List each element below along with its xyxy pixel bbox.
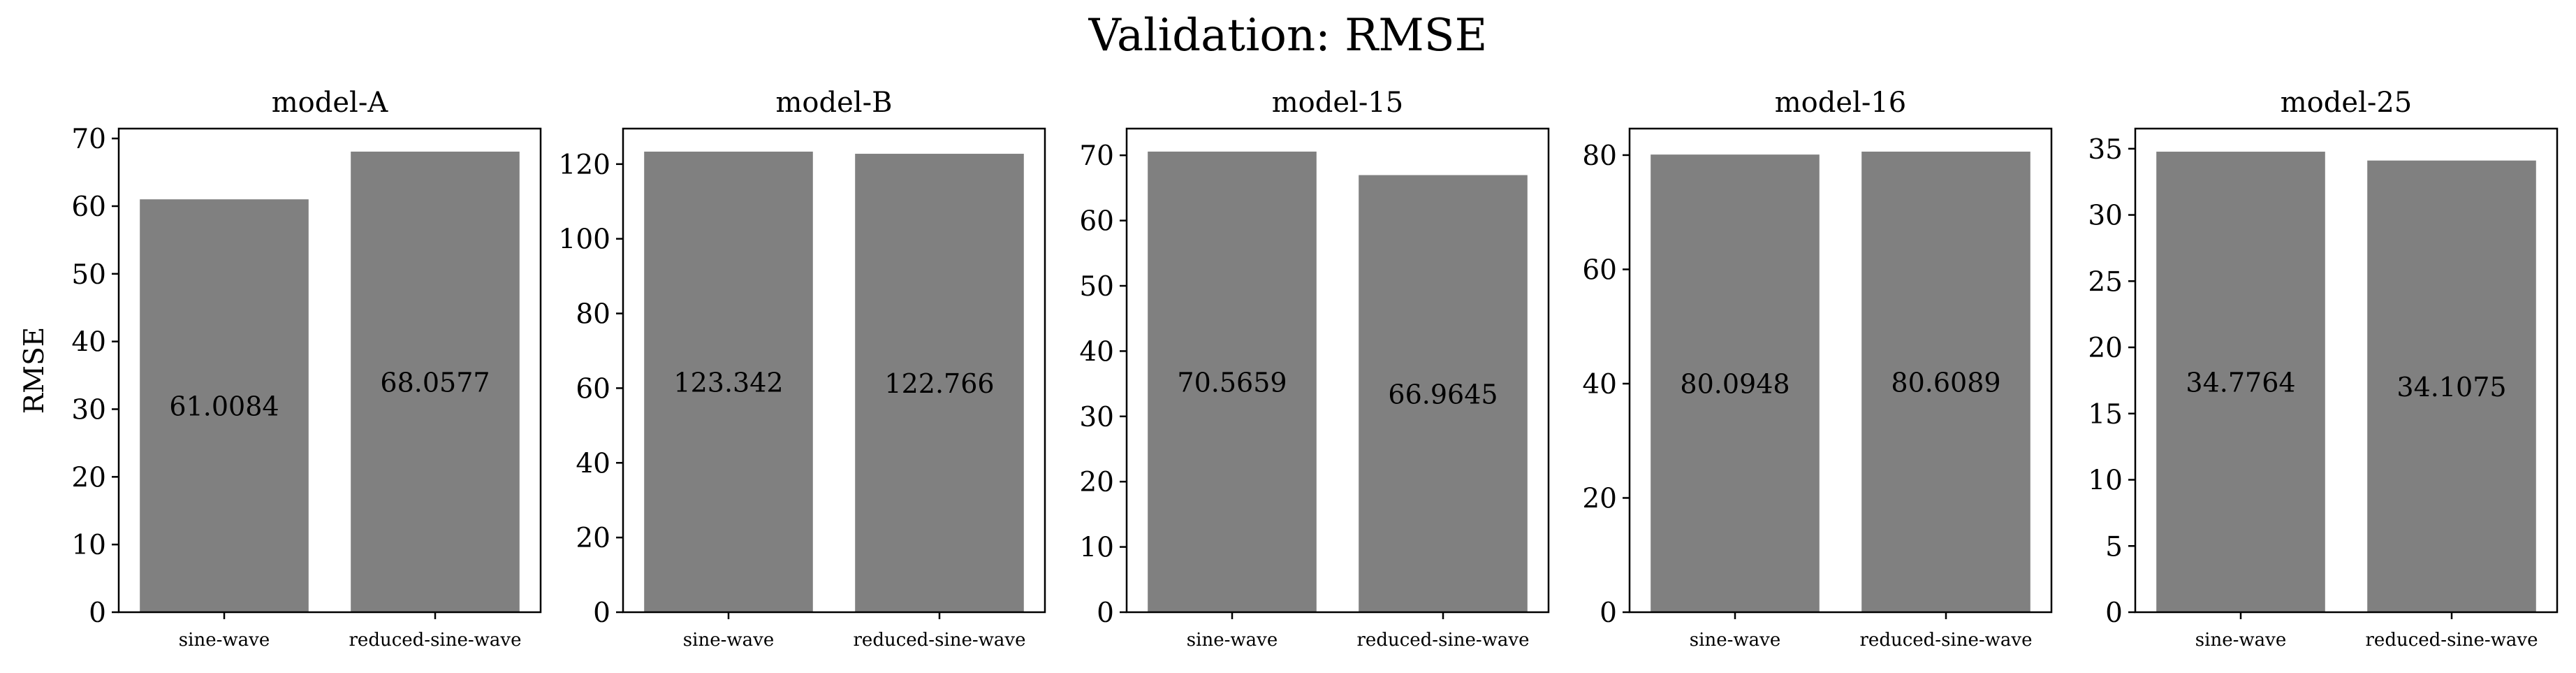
y-tick-label: 20 bbox=[1079, 467, 1114, 498]
y-tick-label: 30 bbox=[2088, 201, 2123, 232]
subplot-title: model-A bbox=[272, 87, 389, 119]
y-tick-label: 80 bbox=[1582, 140, 1617, 172]
x-tick-label: sine-wave bbox=[2195, 630, 2286, 651]
y-tick-label: 15 bbox=[2088, 399, 2123, 430]
data-label: 34.1075 bbox=[2396, 372, 2506, 403]
figure-title: Validation: RMSE bbox=[1088, 10, 1488, 61]
x-tick-label: reduced-sine-wave bbox=[349, 630, 522, 651]
x-tick-label: sine-wave bbox=[683, 630, 774, 651]
x-tick-label: sine-wave bbox=[1187, 630, 1278, 651]
bar bbox=[1861, 151, 2030, 613]
y-tick-label: 60 bbox=[1582, 254, 1617, 286]
y-tick-label: 0 bbox=[2105, 598, 2123, 629]
subplot-title: model-25 bbox=[2281, 87, 2413, 119]
data-label: 123.342 bbox=[673, 367, 783, 398]
y-tick-label: 50 bbox=[71, 259, 106, 291]
y-tick-label: 60 bbox=[1079, 206, 1114, 238]
y-tick-label: 80 bbox=[576, 299, 610, 331]
y-tick-label: 5 bbox=[2105, 531, 2123, 563]
y-tick-label: 0 bbox=[1600, 598, 1617, 629]
x-tick-label: reduced-sine-wave bbox=[1357, 630, 1530, 651]
y-tick-label: 35 bbox=[2088, 134, 2123, 166]
axes-frame bbox=[117, 127, 542, 614]
y-tick-label: 20 bbox=[2088, 333, 2123, 364]
y-tick-label: 70 bbox=[1079, 140, 1114, 172]
x-tick-label: reduced-sine-wave bbox=[1860, 630, 2033, 651]
bar bbox=[1651, 154, 1820, 613]
y-tick-label: 0 bbox=[593, 598, 610, 629]
data-label: 80.6089 bbox=[1891, 367, 2000, 398]
bar bbox=[855, 154, 1024, 612]
subplot-title: model-16 bbox=[1775, 87, 1907, 119]
y-tick-label: 20 bbox=[71, 462, 106, 493]
y-tick-label: 30 bbox=[1079, 402, 1114, 433]
y-tick-label: 10 bbox=[1079, 533, 1114, 564]
y-tick-label: 0 bbox=[89, 598, 106, 629]
bar bbox=[140, 199, 309, 612]
y-tick-label: 100 bbox=[559, 224, 610, 256]
y-tick-label: 40 bbox=[576, 448, 610, 479]
subplot-title: model-15 bbox=[1272, 87, 1404, 119]
y-tick-label: 40 bbox=[1582, 369, 1617, 400]
axes-frame bbox=[2134, 127, 2559, 614]
y-tick-label: 10 bbox=[71, 530, 106, 561]
y-tick-label: 20 bbox=[576, 523, 610, 554]
axes-frame bbox=[1628, 127, 2053, 614]
bar bbox=[1148, 151, 1317, 613]
y-tick-label: 60 bbox=[576, 373, 610, 405]
bar bbox=[2156, 152, 2325, 612]
y-tick-label: 60 bbox=[71, 191, 106, 223]
data-label: 34.7764 bbox=[2186, 368, 2295, 398]
data-label: 68.0577 bbox=[380, 367, 490, 398]
y-tick-label: 40 bbox=[71, 327, 106, 359]
data-label: 122.766 bbox=[884, 368, 994, 399]
x-tick-label: reduced-sine-wave bbox=[854, 630, 1026, 651]
x-tick-label: sine-wave bbox=[179, 630, 270, 651]
x-tick-label: sine-wave bbox=[1690, 630, 1780, 651]
data-label: 66.9645 bbox=[1388, 379, 1498, 410]
axes-frame bbox=[622, 127, 1046, 614]
y-axis-label: RMSE bbox=[19, 327, 50, 414]
bar bbox=[644, 151, 813, 612]
y-tick-label: 70 bbox=[71, 124, 106, 155]
bar bbox=[2367, 160, 2536, 612]
y-tick-label: 25 bbox=[2088, 266, 2123, 298]
bar bbox=[1359, 175, 1528, 612]
x-tick-label: reduced-sine-wave bbox=[2366, 630, 2538, 651]
y-tick-label: 10 bbox=[2088, 465, 2123, 497]
y-tick-label: 30 bbox=[71, 394, 106, 426]
y-tick-label: 0 bbox=[1097, 598, 1114, 629]
y-tick-label: 20 bbox=[1582, 483, 1617, 514]
data-label: 61.0084 bbox=[169, 391, 279, 422]
subplot-title: model-B bbox=[776, 87, 893, 119]
data-label: 70.5659 bbox=[1177, 367, 1287, 398]
y-tick-label: 50 bbox=[1079, 271, 1114, 303]
data-label: 80.0948 bbox=[1680, 369, 1790, 400]
bar bbox=[351, 151, 520, 612]
axes-frame bbox=[1125, 127, 1550, 614]
y-tick-label: 40 bbox=[1079, 336, 1114, 368]
y-tick-label: 120 bbox=[559, 150, 610, 181]
